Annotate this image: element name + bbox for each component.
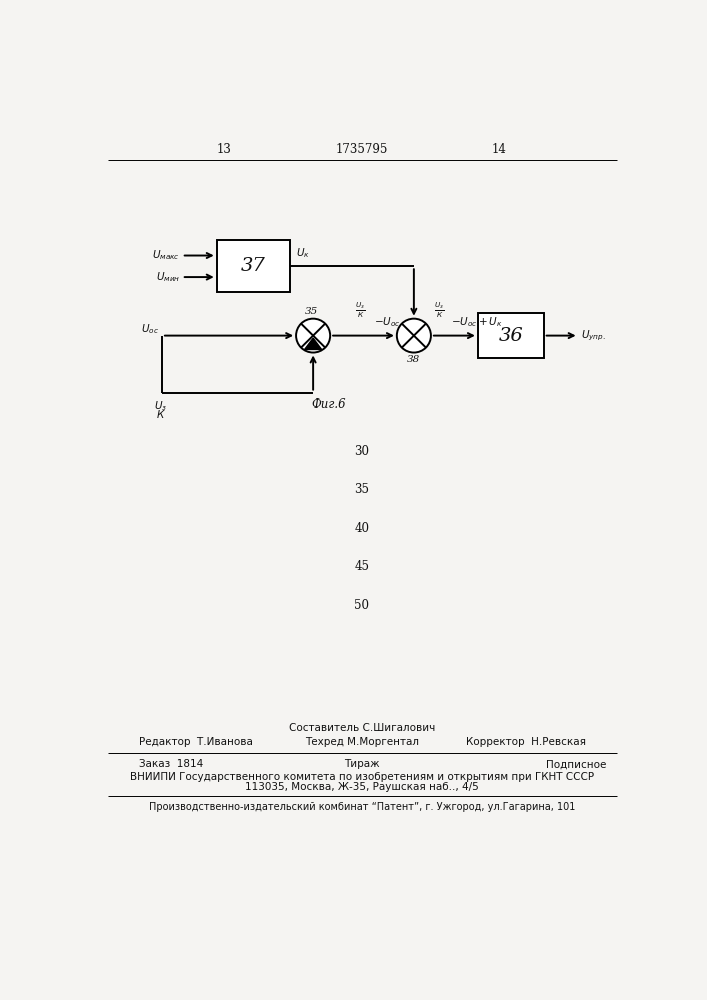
- Text: Подписное: Подписное: [546, 759, 606, 769]
- Text: Составитель С.Шигалович: Составитель С.Шигалович: [289, 723, 435, 733]
- Text: 113035, Москва, Ж-35, Раушская наб.., 4/5: 113035, Москва, Ж-35, Раушская наб.., 4/…: [245, 782, 479, 792]
- Text: 35: 35: [305, 307, 318, 316]
- Polygon shape: [305, 338, 322, 349]
- Text: $- U_{ос}$: $- U_{ос}$: [374, 316, 401, 329]
- Text: 50: 50: [354, 599, 370, 612]
- Text: 35: 35: [354, 483, 370, 496]
- Text: $U_{макс}$: $U_{макс}$: [153, 249, 180, 262]
- Text: $- U_{ос}+ U_{к}$: $- U_{ос}+ U_{к}$: [451, 316, 503, 329]
- Text: 14: 14: [491, 143, 506, 156]
- Text: $U_{ос}$: $U_{ос}$: [141, 322, 159, 336]
- Text: $U_{мин}$: $U_{мин}$: [156, 270, 180, 284]
- Text: $\frac{U_{з}}{К}$: $\frac{U_{з}}{К}$: [354, 300, 365, 320]
- Text: 1735795: 1735795: [336, 143, 388, 156]
- Text: 30: 30: [354, 445, 370, 458]
- Text: $U_{з}$: $U_{з}$: [154, 399, 167, 413]
- Text: Производственно-издательский комбинат “Патент”, г. Ужгород, ул.Гагарина, 101: Производственно-издательский комбинат “П…: [148, 802, 575, 812]
- Text: Тираж: Тираж: [344, 759, 380, 769]
- Text: ВНИИПИ Государственного комитета по изобретениям и открытиям при ГКНТ СССР: ВНИИПИ Государственного комитета по изоб…: [130, 772, 594, 782]
- Bar: [478, 313, 544, 358]
- Circle shape: [296, 319, 330, 353]
- Text: Корректор  Н.Ревская: Корректор Н.Ревская: [466, 737, 586, 747]
- Circle shape: [397, 319, 431, 353]
- Text: 13: 13: [216, 143, 231, 156]
- Text: Техред М.Моргентал: Техред М.Моргентал: [305, 737, 419, 747]
- Text: $\frac{U_{з}}{К}$: $\frac{U_{з}}{К}$: [434, 300, 444, 320]
- Text: 36: 36: [498, 327, 523, 345]
- Bar: [216, 240, 291, 292]
- Text: 37: 37: [241, 257, 266, 275]
- Text: Фиг.6: Фиг.6: [311, 398, 346, 411]
- Text: $К$: $К$: [156, 408, 165, 420]
- Text: 45: 45: [354, 560, 370, 573]
- Text: 40: 40: [354, 522, 370, 535]
- Text: $U_{упр.}$: $U_{упр.}$: [581, 328, 606, 343]
- Text: Заказ  1814: Заказ 1814: [139, 759, 203, 769]
- Text: Редактор  Т.Иванова: Редактор Т.Иванова: [139, 737, 252, 747]
- Text: $U_{к}$: $U_{к}$: [296, 246, 310, 260]
- Text: 38: 38: [407, 355, 421, 364]
